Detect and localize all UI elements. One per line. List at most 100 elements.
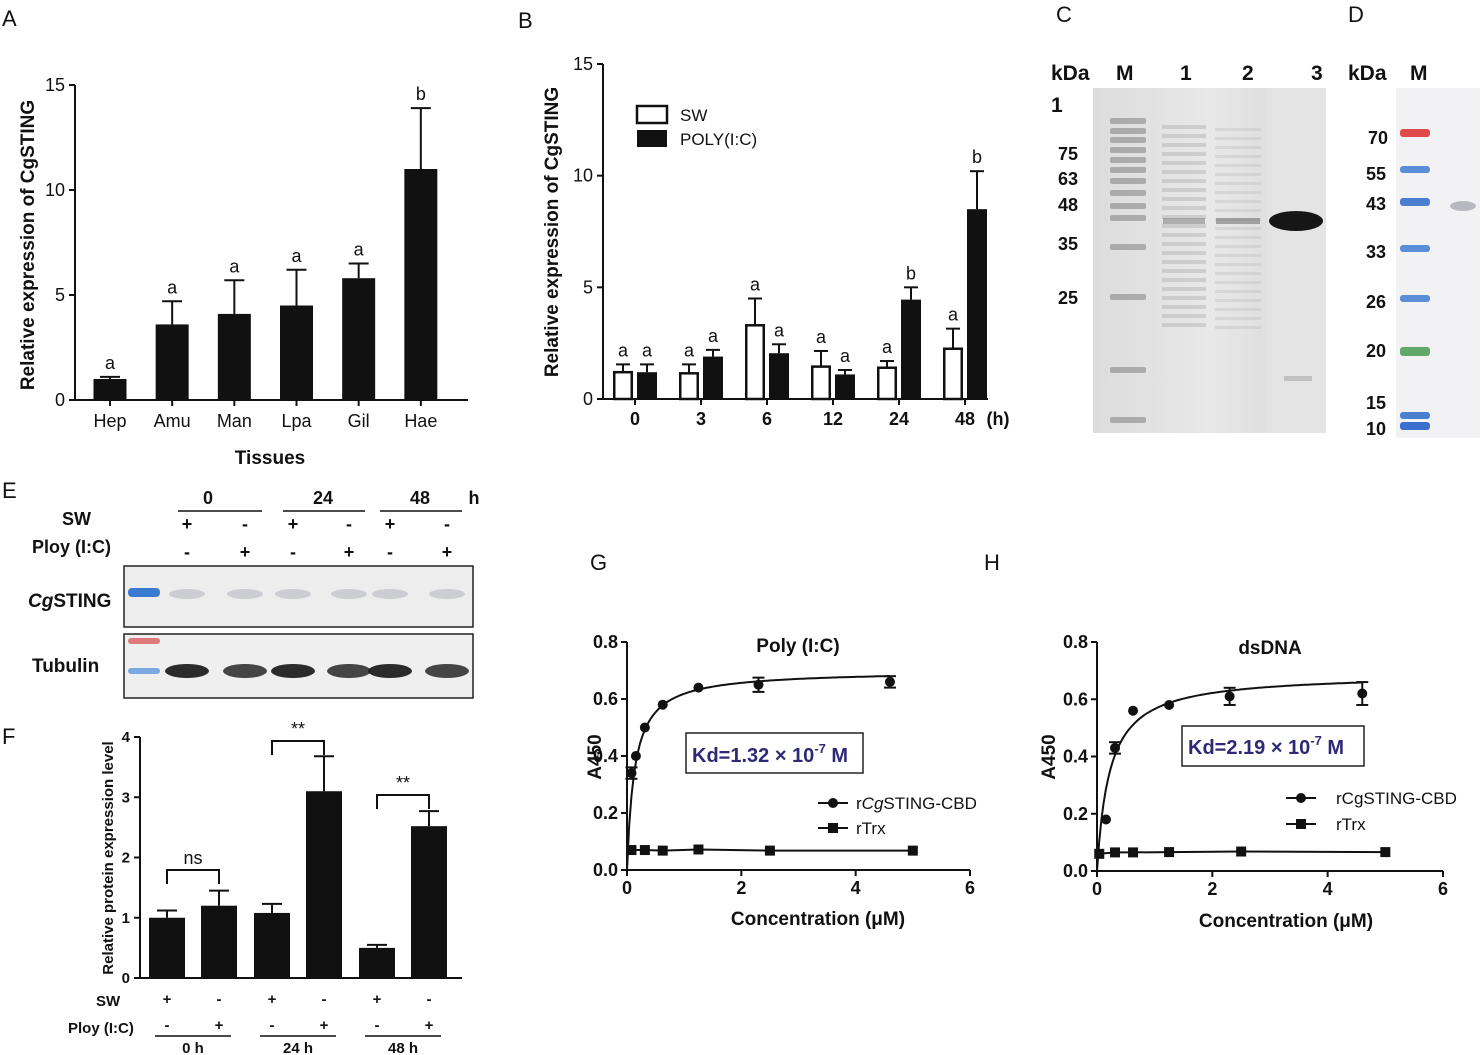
chart-f-poly-sign: + <box>215 1017 224 1034</box>
gel-c-lane2-band <box>1215 317 1261 320</box>
chart-a-bar <box>404 169 438 400</box>
gel-c-lane1-band <box>1162 296 1206 300</box>
chart-f-poly-sign: + <box>320 1017 329 1034</box>
chart-g-point-sting <box>630 751 641 761</box>
chart-b-bar-poly <box>901 299 921 399</box>
chart-g-title: Poly (I:C) <box>756 636 839 657</box>
chart-a-xtick-label: Lpa <box>281 411 312 431</box>
chart-h-point-trx <box>1236 846 1247 857</box>
blot-e-sting-label: CgSTING <box>28 591 111 612</box>
chart-b-unit: (h) <box>987 409 1010 429</box>
chart-b-bar-sw <box>679 372 699 401</box>
blot-e-sting-prefix: Cg <box>28 591 54 612</box>
gel-c-ladder-band <box>1110 244 1146 250</box>
panel-letter-c: C <box>1056 2 1072 27</box>
chart-a-sig-letter: a <box>291 246 302 266</box>
gel-c-lane2-band <box>1215 200 1261 203</box>
blot-e-ladder-red <box>128 638 160 644</box>
blot-d-marker-10: 10 <box>1366 419 1386 439</box>
chart-a-xtick-label: Gil <box>348 411 370 431</box>
chart-g-xtick-label: 2 <box>736 878 746 898</box>
chart-h-ytick-label: 0.2 <box>1063 804 1088 824</box>
gel-c-lane2-band <box>1215 263 1261 266</box>
gel-c-lane2-target <box>1216 218 1260 224</box>
chart-g-kd-prefix: Kd=1.32 × 10 <box>692 745 814 767</box>
blot-e-sting-band <box>429 589 465 599</box>
gel-c-ladder-band <box>1110 190 1146 196</box>
legend-poly-swatch <box>637 130 667 147</box>
chart-b-bar-sw <box>745 324 765 401</box>
chart-b-xtick-label: 24 <box>889 409 909 429</box>
blot-d-kda-header: kDa <box>1348 62 1387 85</box>
gel-c-lane2-band <box>1215 272 1261 275</box>
blot-d-marker-43: 43 <box>1366 194 1386 214</box>
gel-c-marker-35: 35 <box>1058 234 1078 254</box>
gel-c-lane1-band <box>1162 179 1206 183</box>
gel-c-lane1-band <box>1162 224 1206 228</box>
chart-h-kd-prefix: Kd=2.19 × 10 <box>1188 737 1310 759</box>
chart-h-point-trx <box>1380 847 1391 858</box>
chart-b-xtick-label: 48 <box>955 409 975 429</box>
gel-c-lane-3: 3 <box>1311 62 1323 85</box>
chart-b-sig-letter: a <box>642 340 653 360</box>
chart-b-sig-letter: a <box>948 305 959 325</box>
chart-a-bar <box>342 278 376 400</box>
blot-e-poly-sign: - <box>290 542 296 562</box>
chart-h-ytick-label: 0.8 <box>1063 632 1088 652</box>
blot-e-sw-sign: + <box>182 514 193 534</box>
chart-b-xtick-label: 3 <box>696 409 706 429</box>
chart-b-bar-poly <box>967 209 987 399</box>
gel-c-ladder-band <box>1110 203 1146 209</box>
chart-h-point-sting <box>1110 742 1121 753</box>
chart-h-point-trx <box>1110 847 1121 858</box>
chart-f-sig-label: ns <box>183 848 202 868</box>
chart-b-ytick-label: 5 <box>583 277 593 297</box>
chart-h-ylabel: A450 <box>1039 734 1060 779</box>
gel-c-lane2-band <box>1215 236 1261 239</box>
chart-g-ytick-label: 0.4 <box>593 746 618 766</box>
chart-f-ytick-label: 3 <box>122 789 130 806</box>
chart-h-xlabel: Concentration (μM) <box>1199 911 1373 932</box>
gel-c-lane2-band <box>1215 164 1261 167</box>
blot-d-ladder-55 <box>1400 166 1430 173</box>
chart-h-point-trx <box>1094 848 1105 859</box>
gel-c: kDa M 1 2 3 1 75 63 48 35 25 <box>1051 62 1326 433</box>
gel-c-lane1-band <box>1162 215 1206 219</box>
chart-f-sw-sign: - <box>322 991 327 1008</box>
blot-e-row-poly: Ploy (I:C) <box>32 537 111 557</box>
chart-g-point-sting <box>639 722 650 733</box>
chart-b-xtick-label: 6 <box>762 409 772 429</box>
panel-letter-f: F <box>2 724 15 749</box>
blot-d: kDa M 70 55 43 33 26 20 15 10 <box>1348 62 1480 439</box>
chart-a-xtick-label: Hae <box>404 411 437 431</box>
blot-e-sting-band <box>227 589 263 599</box>
chart-g-point-trx <box>639 845 650 856</box>
blot-d-marker-26: 26 <box>1366 292 1386 312</box>
gel-c-lane1-band <box>1162 287 1206 291</box>
chart-f-poly-sign: - <box>165 1017 170 1034</box>
blot-d-marker-20: 20 <box>1366 341 1386 361</box>
blot-d-marker-55: 55 <box>1366 164 1386 184</box>
chart-g-kd-suffix: M <box>826 745 848 767</box>
chart-g-ytick-label: 0.0 <box>593 860 618 880</box>
chart-b-ylabel: Relative expression of CgSTING <box>542 87 563 377</box>
gel-c-ladder-band <box>1110 118 1146 124</box>
gel-c-lane2-band <box>1215 191 1261 194</box>
gel-c-marker-25: 25 <box>1058 288 1078 308</box>
chart-b-bar-poly <box>637 372 657 399</box>
gel-c-kda-header: kDa <box>1051 62 1090 85</box>
chart-h-point-sting <box>1224 691 1235 702</box>
chart-a-ylabel: Relative expression of CgSTING <box>18 100 39 390</box>
chart-b-bar-sw <box>613 370 633 401</box>
chart-a-ytick-label: 0 <box>55 390 65 410</box>
blot-e-ladder-light <box>128 668 160 674</box>
chart-b-bar-sw <box>877 366 897 401</box>
chart-a-sig-letter: a <box>105 353 116 373</box>
legend-poly-label: POLY(I:C) <box>680 130 757 149</box>
chart-a-xtick-label: Man <box>217 411 252 431</box>
chart-f-ytick-label: 2 <box>122 850 130 867</box>
chart-b-ytick-label: 10 <box>573 166 593 186</box>
gel-c-lane1-band <box>1162 305 1206 309</box>
chart-f-bar <box>149 917 185 978</box>
panel-letter-d: D <box>1348 2 1364 27</box>
